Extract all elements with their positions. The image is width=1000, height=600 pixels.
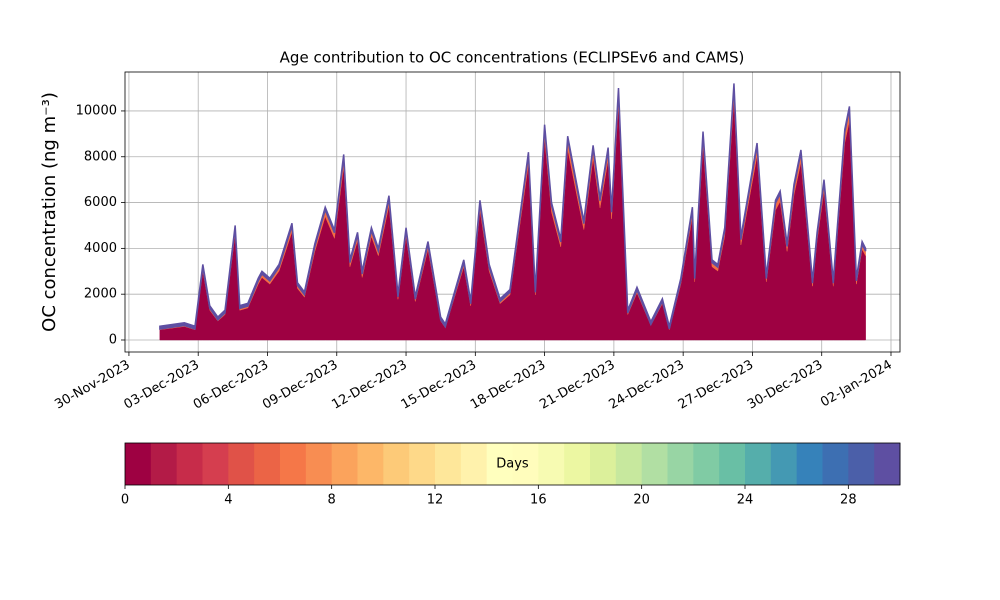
- colorbar-swatch: [125, 443, 152, 485]
- x-tick-label: 18-Dec-2023: [468, 358, 548, 413]
- x-tick-label: 02-Jan-2024: [818, 358, 895, 411]
- colorbar-tick-label: 4: [224, 493, 232, 508]
- colorbar-swatch: [512, 443, 539, 485]
- colorbar-tick-label: 12: [427, 493, 444, 508]
- y-tick-label: 4000: [84, 241, 117, 256]
- colorbar-swatch: [357, 443, 384, 485]
- colorbar-swatch: [460, 443, 488, 485]
- x-tick-label: 15-Dec-2023: [399, 358, 479, 413]
- colorbar-swatch: [745, 443, 772, 485]
- axes-frame: [124, 71, 901, 353]
- area: [159, 99, 866, 341]
- x-tick-label: 24-Dec-2023: [607, 358, 687, 413]
- y-tick-label: 8000: [84, 149, 117, 164]
- colorbar-swatch: [202, 443, 229, 485]
- y-axis-label: OC concentration (ng m⁻³): [39, 92, 60, 332]
- colorbar-swatch: [667, 443, 694, 485]
- chart-title: Age contribution to OC concentrations (E…: [280, 49, 745, 67]
- x-tick-label: 21-Dec-2023: [537, 358, 617, 413]
- colorbar-swatch: [641, 443, 668, 485]
- x-tick-label: 12-Dec-2023: [329, 358, 409, 413]
- colorbar-swatch: [770, 443, 798, 485]
- x-tick-label: 09-Dec-2023: [260, 358, 340, 413]
- colorbar-swatch: [719, 443, 746, 485]
- colorbar-frame: [124, 442, 901, 486]
- colorbar-swatch: [486, 443, 513, 485]
- area: [159, 83, 867, 330]
- colorbar-swatch: [874, 443, 901, 485]
- y-tick-label: 0: [109, 332, 117, 347]
- colorbar-tick-label: 8: [328, 493, 336, 508]
- colorbar-swatch: [693, 443, 720, 485]
- y-tick-label: 6000: [84, 195, 117, 210]
- colorbar-swatch: [538, 443, 565, 485]
- x-tick-label: 30-Dec-2023: [745, 358, 825, 413]
- colorbar-tick-label: 20: [633, 493, 650, 508]
- colorbar-swatch: [254, 443, 281, 485]
- colorbar-swatch: [228, 443, 255, 485]
- colorbar-label: Days: [496, 457, 529, 472]
- colorbar-swatch: [822, 443, 849, 485]
- x-tick-label: 06-Dec-2023: [191, 358, 271, 413]
- colorbar-swatch: [176, 443, 203, 485]
- colorbar-swatch: [280, 443, 307, 485]
- colorbar-tick-label: 0: [121, 493, 129, 508]
- colorbar-tick-label: 24: [737, 493, 754, 508]
- colorbar-swatch: [796, 443, 823, 485]
- colorbar-swatch: [331, 443, 358, 485]
- colorbar-swatch: [150, 443, 178, 485]
- x-tick-label: 03-Dec-2023: [122, 358, 202, 413]
- colorbar-swatch: [564, 443, 591, 485]
- colorbar-swatch: [615, 443, 643, 485]
- colorbar-swatch: [305, 443, 333, 485]
- colorbar-tick-label: 16: [530, 493, 547, 508]
- y-tick-label: 10000: [76, 103, 117, 118]
- x-tick-label: 30-Nov-2023: [52, 358, 132, 413]
- colorbar-swatch: [409, 443, 436, 485]
- colorbar-tick-label: 28: [840, 493, 857, 508]
- colorbar-swatch: [590, 443, 617, 485]
- y-tick-label: 2000: [84, 287, 117, 302]
- colorbar-swatch: [435, 443, 462, 485]
- x-tick-label: 27-Dec-2023: [676, 358, 756, 413]
- colorbar-swatch: [383, 443, 410, 485]
- colorbar-swatch: [848, 443, 875, 485]
